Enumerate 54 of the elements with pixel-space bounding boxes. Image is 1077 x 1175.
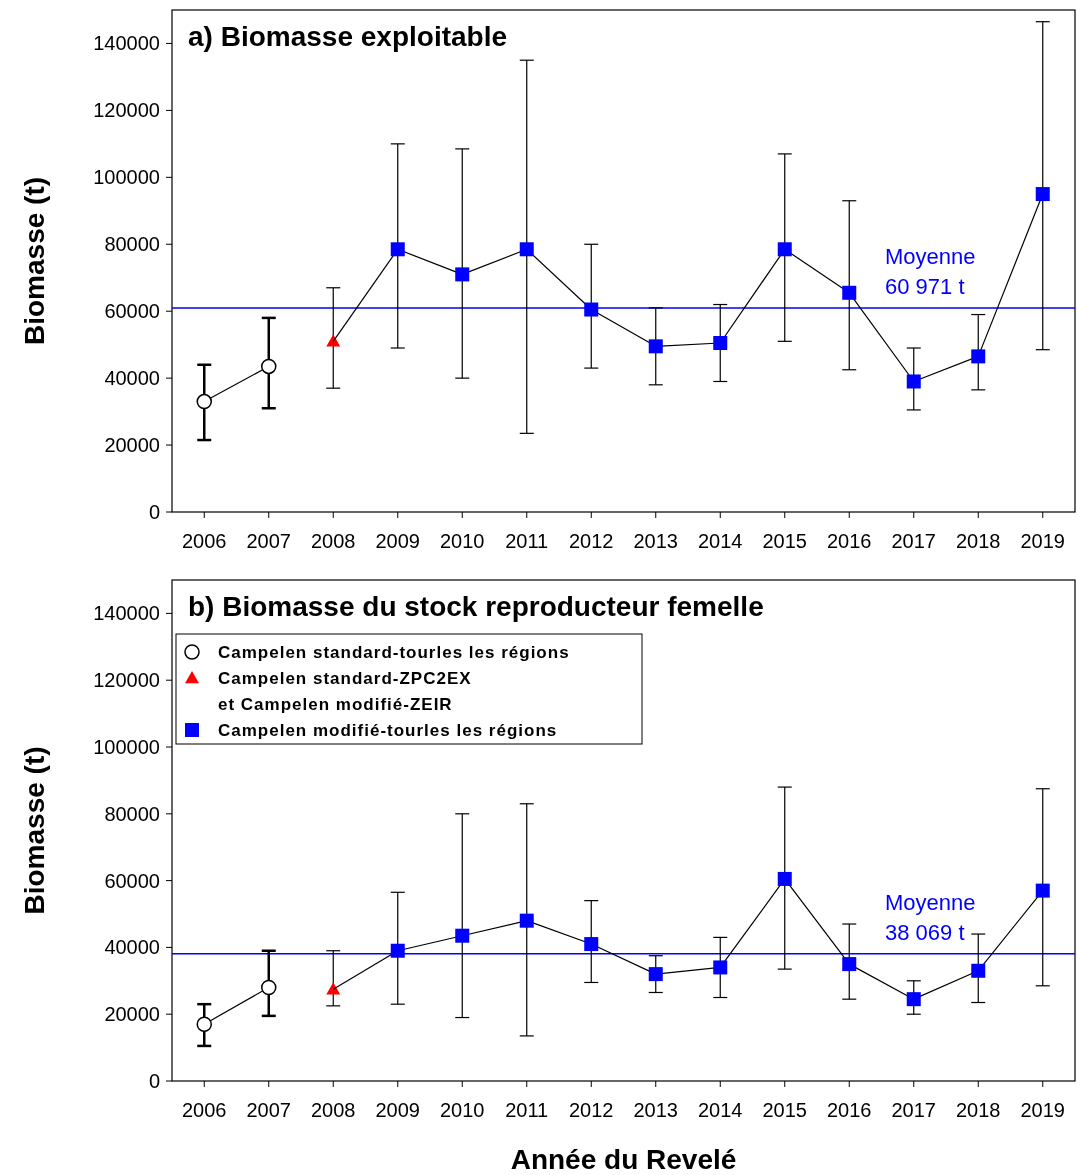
x-tick-label: 2016: [827, 530, 872, 552]
x-tick-label: 2016: [827, 1099, 872, 1121]
x-tick-label: 2014: [698, 530, 743, 552]
x-tick-label: 2013: [633, 1099, 678, 1121]
y-tick-label: 40000: [104, 367, 160, 390]
chart-title: b) Biomasse du stock reproducteur femelle: [188, 591, 764, 622]
x-tick-label: 2007: [246, 1099, 291, 1121]
legend-label: Campelen standard-ZPC2EX et Campelen modifié-ZEIR: [218, 668, 472, 714]
x-tick-label: 2014: [698, 1099, 743, 1121]
x-tick-label: 2006: [182, 530, 227, 552]
x-tick-label: 2008: [311, 1099, 356, 1121]
y-tick-label: 100000: [93, 736, 160, 758]
y-tick-label: 140000: [93, 32, 160, 55]
x-tick-label: 2010: [440, 530, 485, 552]
x-tick-label: 2006: [182, 1099, 227, 1121]
x-tick-label: 2015: [762, 1099, 807, 1121]
x-tick-label: 2011: [505, 530, 549, 552]
y-tick-label: 0: [148, 1070, 160, 1092]
legend-label: Campelen standard-tourles les régions: [218, 642, 570, 662]
y-tick-label: 140000: [93, 602, 160, 625]
y-axis-title: Biomasse (t): [19, 746, 50, 915]
x-tick-label: 2019: [1020, 530, 1065, 552]
y-axis-title: Biomasse (t): [19, 176, 50, 346]
y-tick-label: 60000: [104, 869, 160, 892]
y-tick-label: 0: [148, 501, 160, 523]
x-tick-label: 2017: [891, 1099, 936, 1121]
legend-label: Campelen modifié-tourles les régions: [218, 720, 558, 740]
x-tick-label: 2013: [633, 530, 678, 552]
x-tick-label: 2011: [505, 1099, 549, 1121]
x-tick-label: 2018: [956, 530, 1001, 552]
x-tick-label: 2007: [246, 530, 291, 552]
y-tick-label: 80000: [104, 802, 160, 825]
x-tick-label: 2019: [1020, 1099, 1065, 1121]
y-tick-label: 80000: [104, 233, 160, 256]
y-tick-label: 20000: [104, 1003, 160, 1026]
chart-title: a) Biomasse exploitable: [188, 21, 508, 52]
x-tick-label: 2012: [569, 530, 614, 552]
x-tick-label: 2015: [762, 530, 807, 552]
x-tick-label: 2017: [891, 530, 936, 552]
x-tick-label: 2018: [956, 1099, 1001, 1121]
y-tick-label: 120000: [93, 669, 160, 692]
x-tick-label: 2010: [440, 1099, 485, 1121]
x-tick-label: 2009: [375, 1099, 420, 1121]
ref-line-label: Moyenne 38 069 t: [885, 889, 976, 945]
x-tick-label: 2009: [375, 530, 420, 552]
x-axis-title: Année du Revelé: [510, 1144, 737, 1175]
y-tick-label: 60000: [104, 300, 160, 323]
y-tick-label: 20000: [104, 434, 160, 457]
x-tick-label: 2012: [569, 1099, 614, 1121]
y-tick-label: 40000: [104, 936, 160, 959]
y-tick-label: 120000: [93, 99, 160, 122]
y-tick-label: 100000: [93, 166, 160, 189]
x-tick-label: 2008: [311, 530, 356, 552]
ref-line-label: Moyenne 60 971 t: [885, 243, 976, 299]
